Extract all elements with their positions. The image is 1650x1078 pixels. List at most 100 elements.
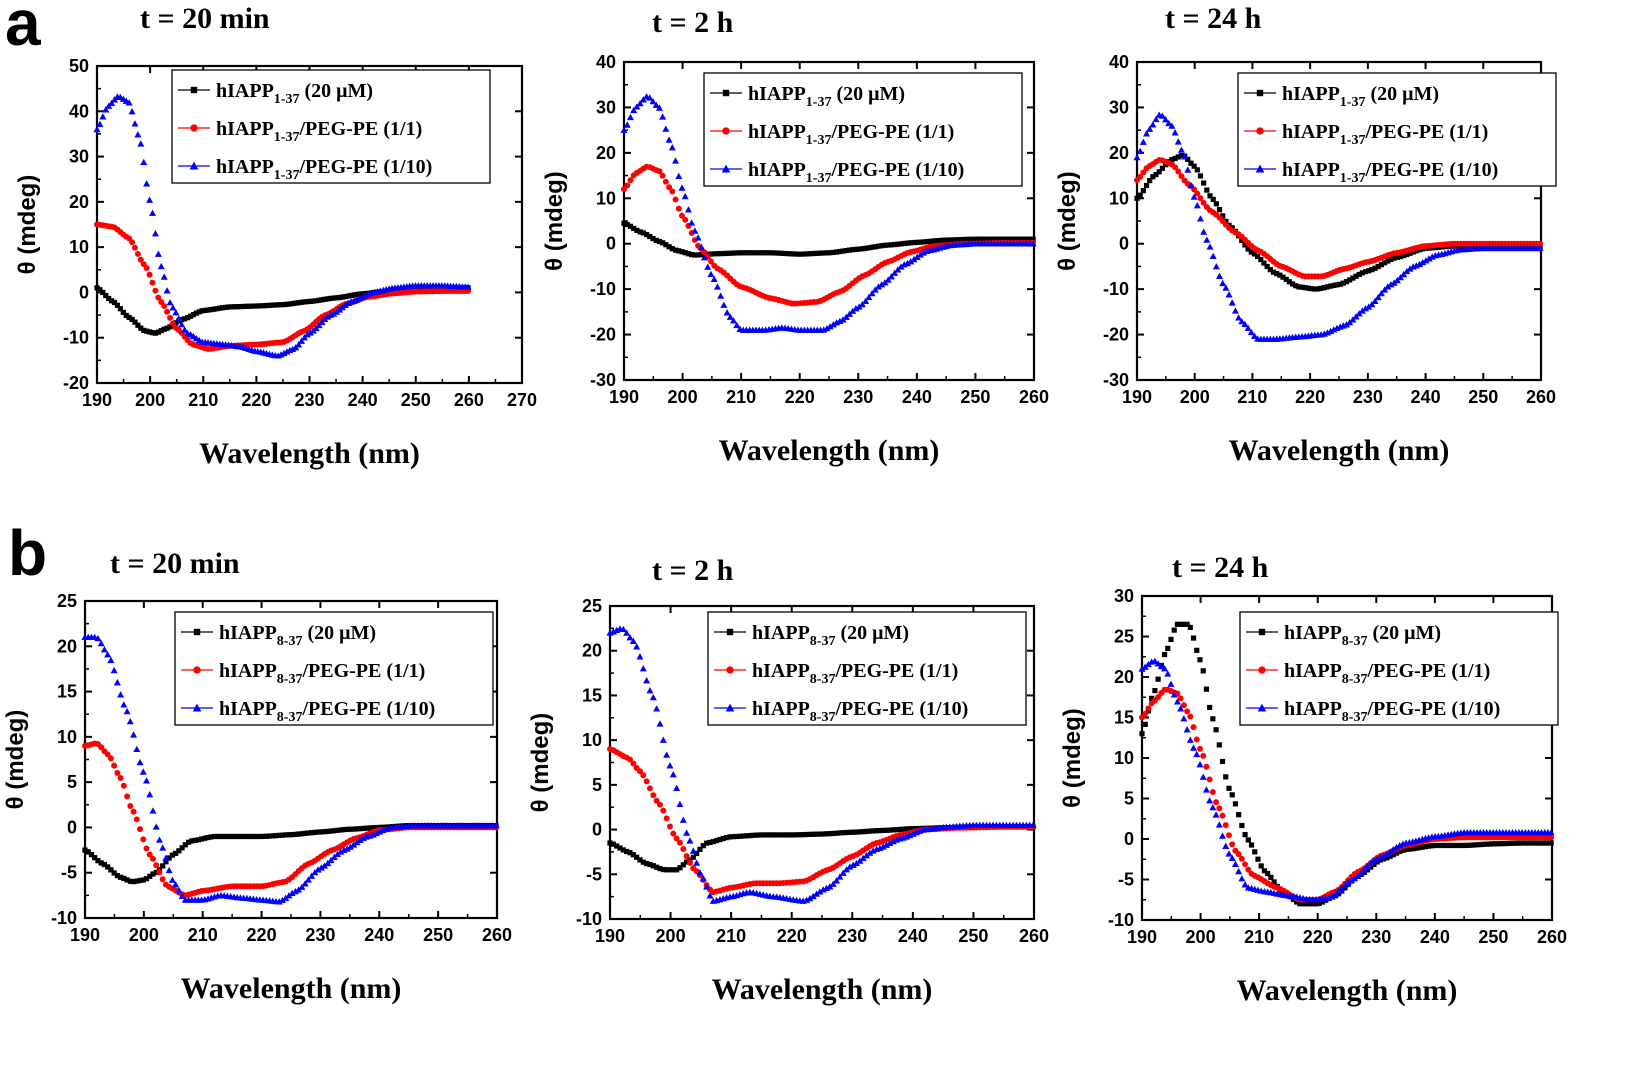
data-point [704, 263, 712, 270]
y-tick-label: 10 [57, 727, 77, 747]
data-point [847, 829, 853, 835]
data-point [178, 892, 186, 900]
legend-label-subscript: 8-37 [1342, 634, 1368, 649]
data-point [677, 865, 683, 871]
data-point [1344, 878, 1352, 886]
data-point [1235, 867, 1243, 875]
legend-label-rest: /PEG-PE (1/1) [1366, 660, 1490, 682]
data-point [266, 833, 273, 839]
data-point [121, 875, 127, 882]
data-point [927, 238, 933, 244]
data-point [1277, 272, 1283, 278]
data-point [1231, 860, 1239, 867]
data-point [726, 313, 734, 320]
data-point [655, 104, 663, 111]
data-point [679, 249, 685, 255]
data-point [1194, 167, 1200, 173]
data-point [1239, 822, 1245, 829]
data-point [167, 314, 174, 321]
data-point [647, 233, 653, 240]
data-point [140, 836, 147, 843]
data-point [830, 249, 836, 256]
data-point [1150, 174, 1156, 180]
legend-label-subscript: 8-37 [277, 672, 303, 687]
y-tick-label: 10 [69, 237, 89, 257]
legend-label-base: hIAPP [748, 159, 806, 181]
y-tick-label: 25 [582, 596, 602, 616]
data-point [158, 328, 164, 334]
data-point [146, 329, 153, 335]
data-point [1397, 253, 1404, 260]
data-point [1474, 842, 1480, 848]
data-point [164, 325, 170, 331]
data-point [805, 251, 811, 257]
data-point [1194, 647, 1200, 653]
data-point [656, 801, 663, 808]
data-point [1232, 801, 1239, 807]
x-tick-label: 260 [1537, 927, 1567, 947]
legend-label-subscript: 1-37 [274, 92, 300, 107]
data-point [643, 677, 651, 684]
data-point [688, 219, 696, 226]
data-point [1154, 660, 1162, 667]
data-point [1484, 841, 1490, 847]
data-point [982, 236, 988, 242]
data-point [953, 237, 959, 243]
data-point [1351, 875, 1359, 882]
data-point [269, 302, 275, 308]
x-tick-label: 260 [1019, 926, 1049, 946]
data-point [680, 846, 687, 853]
x-tick-label: 210 [716, 926, 746, 946]
data-point [120, 701, 128, 708]
data-point [211, 833, 218, 840]
data-point [704, 840, 710, 846]
data-point [643, 231, 650, 238]
data-point [1244, 324, 1252, 331]
data-point [140, 877, 146, 883]
data-point [1264, 263, 1270, 270]
x-tick-label: 190 [609, 387, 639, 407]
x-tick-label: 200 [1186, 927, 1216, 947]
data-point [1197, 173, 1204, 179]
data-point [1225, 850, 1233, 857]
data-point [837, 830, 843, 836]
data-point [185, 839, 192, 845]
data-point [1173, 698, 1181, 705]
legend: hIAPP8-37 (20 μM)hIAPP8-37/PEG-PE (1/1)h… [707, 611, 1027, 726]
data-point [753, 250, 759, 256]
data-point [1143, 130, 1151, 137]
x-tick-label: 200 [135, 390, 165, 410]
data-point [101, 861, 108, 868]
data-point [1293, 283, 1299, 289]
data-point [1413, 845, 1419, 851]
data-point [1388, 256, 1394, 263]
data-point [147, 873, 153, 879]
data-point [660, 240, 666, 246]
data-point [351, 292, 357, 298]
data-point [640, 230, 646, 236]
data-point [797, 832, 803, 838]
legend-marker [1258, 666, 1266, 674]
data-point [282, 894, 290, 901]
data-point [1375, 263, 1381, 270]
data-point [107, 656, 115, 664]
data-point [1140, 169, 1147, 176]
y-tick-label: -20 [63, 373, 89, 393]
data-point [650, 792, 657, 799]
data-point [883, 827, 890, 833]
x-tick-label: 270 [507, 390, 537, 410]
legend-label-rest: /PEG-PE (1/10) [830, 159, 964, 181]
data-point [756, 250, 762, 256]
data-point [1203, 763, 1210, 770]
data-point [108, 99, 116, 106]
data-point [650, 863, 656, 869]
legend-marker [1258, 628, 1266, 636]
data-point [711, 251, 717, 257]
data-point [1386, 848, 1394, 855]
data-point [882, 841, 891, 848]
data-point [1241, 320, 1249, 328]
data-point [1197, 195, 1204, 202]
data-point [837, 248, 843, 255]
data-point [1216, 272, 1224, 279]
